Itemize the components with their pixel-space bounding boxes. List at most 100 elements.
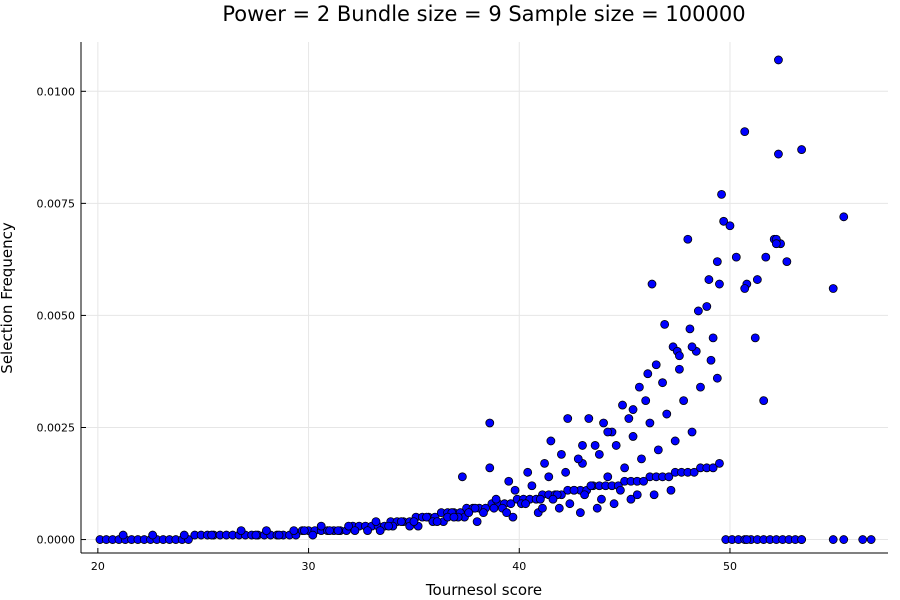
data-point bbox=[719, 216, 729, 226]
data-point bbox=[535, 494, 545, 504]
y-tick-label: 0.0050 bbox=[37, 309, 76, 322]
data-point bbox=[557, 449, 566, 459]
y-tick-label: 0.0025 bbox=[37, 421, 76, 434]
data-point bbox=[527, 481, 537, 491]
data-point bbox=[774, 55, 783, 65]
data-point bbox=[371, 517, 381, 527]
data-point bbox=[299, 526, 309, 535]
data-point bbox=[687, 342, 697, 352]
data-point bbox=[590, 441, 600, 450]
data-point bbox=[274, 530, 284, 540]
data-point bbox=[704, 275, 714, 284]
data-point bbox=[409, 517, 419, 527]
data-point bbox=[384, 521, 394, 531]
data-point bbox=[696, 382, 705, 392]
data-point bbox=[508, 512, 518, 522]
data-point bbox=[350, 526, 360, 535]
data-point bbox=[752, 275, 762, 284]
data-point bbox=[689, 467, 699, 477]
data-point bbox=[578, 441, 587, 450]
data-point bbox=[470, 503, 480, 513]
data-point bbox=[504, 476, 514, 486]
data-point bbox=[731, 252, 741, 262]
data-point bbox=[502, 508, 512, 518]
data-point bbox=[797, 145, 807, 154]
data-point bbox=[679, 396, 689, 405]
data-point bbox=[797, 535, 807, 544]
data-point bbox=[639, 476, 648, 486]
data-point bbox=[685, 324, 695, 334]
data-point bbox=[616, 485, 625, 495]
data-point bbox=[262, 526, 271, 535]
data-point bbox=[464, 508, 474, 518]
data-point bbox=[708, 463, 718, 473]
data-point bbox=[641, 396, 651, 405]
y-tick-label: 0.0100 bbox=[37, 85, 76, 98]
data-point bbox=[712, 257, 722, 267]
data-point bbox=[289, 526, 299, 535]
data-point bbox=[742, 535, 752, 544]
data-point bbox=[712, 373, 722, 383]
data-point bbox=[759, 396, 769, 405]
x-tick-label: 40 bbox=[512, 560, 526, 573]
data-point bbox=[670, 436, 680, 446]
chart-title: Power = 2 Bundle size = 9 Sample size = … bbox=[222, 2, 745, 26]
data-point bbox=[647, 279, 657, 289]
data-point bbox=[750, 333, 760, 343]
data-point bbox=[563, 414, 573, 423]
grid bbox=[81, 42, 888, 553]
data-point bbox=[634, 382, 644, 392]
data-point bbox=[333, 526, 343, 535]
data-point bbox=[457, 472, 467, 482]
data-point bbox=[693, 306, 703, 316]
data-point bbox=[580, 490, 589, 500]
data-point bbox=[609, 499, 619, 509]
tick-labels: 20 30 40 50 0.0000 0.0025 0.0050 0.0075 0.0100 bbox=[37, 85, 737, 573]
data-point bbox=[626, 494, 636, 504]
data-point bbox=[599, 418, 608, 428]
data-point bbox=[774, 149, 783, 159]
data-point bbox=[645, 418, 655, 428]
x-tick-label: 50 bbox=[723, 560, 737, 573]
data-point bbox=[597, 494, 606, 504]
data-point bbox=[828, 535, 838, 544]
data-point bbox=[485, 463, 495, 473]
data-point bbox=[715, 279, 724, 289]
x-tick-label: 30 bbox=[302, 560, 316, 573]
data-point bbox=[491, 494, 501, 504]
data-point bbox=[118, 530, 128, 540]
data-point bbox=[251, 530, 261, 540]
data-point bbox=[565, 499, 575, 509]
data-point bbox=[632, 490, 642, 500]
data-point bbox=[771, 239, 781, 249]
data-point bbox=[675, 351, 684, 361]
data-point bbox=[363, 526, 372, 535]
data-point bbox=[740, 284, 750, 293]
data-point bbox=[569, 485, 579, 495]
data-point bbox=[651, 360, 661, 370]
data-point bbox=[308, 530, 318, 540]
data-point bbox=[866, 535, 876, 544]
data-point bbox=[148, 530, 158, 540]
x-tick-label: 20 bbox=[91, 560, 105, 573]
data-point bbox=[708, 333, 718, 343]
data-point bbox=[624, 414, 634, 423]
data-point bbox=[586, 481, 596, 491]
data-point bbox=[584, 414, 594, 423]
data-point bbox=[761, 252, 771, 262]
data-point bbox=[479, 508, 488, 518]
data-point bbox=[485, 418, 495, 428]
data-point bbox=[683, 234, 693, 244]
data-point bbox=[702, 302, 712, 311]
data-point bbox=[717, 190, 726, 199]
data-point bbox=[325, 526, 335, 535]
data-point bbox=[725, 221, 735, 231]
data-point bbox=[839, 535, 849, 544]
data-point bbox=[546, 436, 556, 446]
data-point bbox=[603, 472, 613, 482]
data-point bbox=[521, 499, 530, 509]
data-point bbox=[620, 463, 630, 473]
y-tick-label: 0.0000 bbox=[37, 534, 76, 547]
data-point bbox=[603, 427, 613, 437]
